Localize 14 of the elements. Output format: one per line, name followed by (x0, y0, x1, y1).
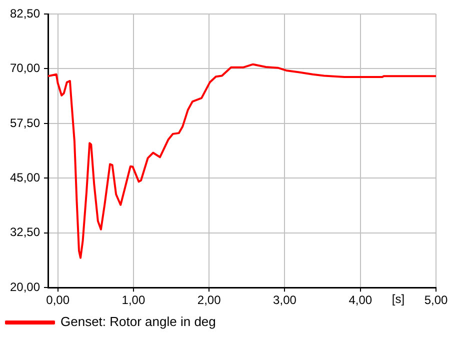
y-tick-label: 20,00 (10, 280, 40, 294)
x-tick-label: 5,00 (424, 293, 448, 308)
x-axis-title: [s] (392, 292, 405, 306)
x-tick-label: 1,00 (122, 293, 146, 308)
y-tick-label: 57,50 (10, 116, 40, 130)
y-tick-label: 82,50 (10, 6, 40, 20)
y-tick-label: 70,00 (10, 61, 40, 76)
x-tick-label: 2,00 (197, 293, 222, 308)
y-tick-label: 32,50 (10, 225, 40, 240)
x-tick-label: 4,00 (348, 293, 372, 308)
x-tick-label: 0,00 (46, 293, 70, 308)
y-tick-label: 45,00 (10, 170, 40, 184)
x-tick-label: 3,00 (273, 293, 297, 308)
legend-label: Genset: Rotor angle in deg (60, 314, 216, 330)
